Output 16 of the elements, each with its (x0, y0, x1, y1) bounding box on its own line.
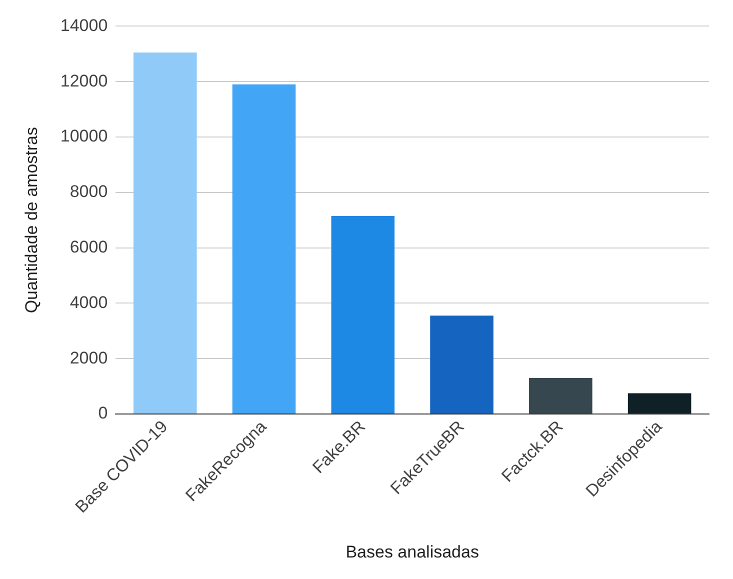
y-tick-label: 2000 (70, 348, 108, 368)
y-tick-label: 12000 (60, 71, 108, 90)
y-tick-label: 14000 (60, 16, 108, 35)
bar (331, 216, 395, 414)
bar (232, 84, 296, 414)
bar (430, 316, 494, 414)
bar (529, 378, 592, 414)
bar (133, 52, 197, 414)
x-axis-title: Bases analisadas (346, 542, 479, 562)
y-tick-label: 6000 (70, 237, 108, 256)
y-tick-label: 10000 (60, 126, 108, 146)
y-tick-label: 8000 (70, 182, 108, 202)
y-tick-label: 4000 (70, 292, 108, 312)
bar (628, 393, 692, 414)
y-tick-label: 0 (98, 404, 108, 423)
y-axis-title: Quantidade de amostras (22, 127, 41, 314)
